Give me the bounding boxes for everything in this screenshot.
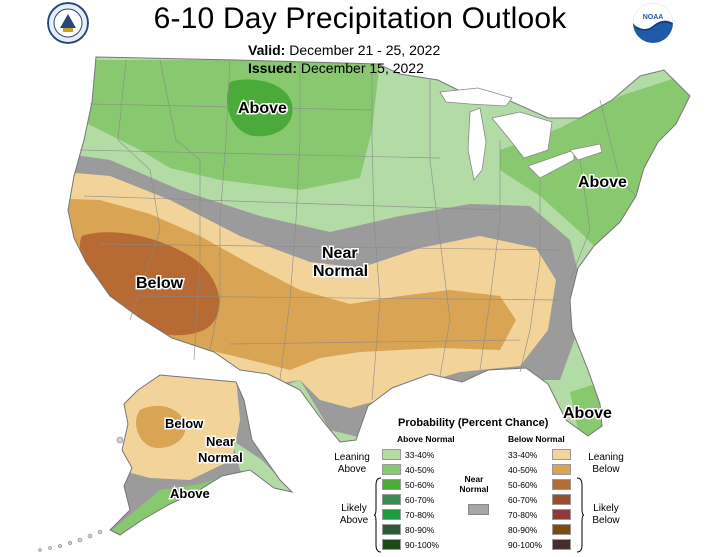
- legend-swatch: [382, 524, 401, 535]
- legend-label: 80-90%: [405, 524, 435, 535]
- legend-near-swatch: [468, 504, 489, 515]
- legend-label: 70-80%: [508, 509, 538, 520]
- legend-above-row: 70-80%: [382, 509, 434, 520]
- svg-text:NOAA: NOAA: [643, 14, 664, 21]
- legend-label: 33-40%: [508, 449, 538, 460]
- legend-near-label-1: Near: [464, 474, 484, 484]
- legend-below-header: Below Normal: [508, 434, 565, 444]
- legend-swatch: [552, 494, 571, 505]
- legend-title: Probability (Percent Chance): [398, 417, 549, 429]
- legend-above-row: 50-60%: [382, 479, 434, 490]
- leaning-above-line1: Leaning: [334, 452, 370, 463]
- legend-leaning-below: Leaning Below: [582, 452, 630, 476]
- label-near-normal-alaska-1: Near: [206, 434, 235, 449]
- legend-label: 60-70%: [508, 494, 538, 505]
- legend-near-normal: Near Normal: [450, 474, 498, 494]
- page-title: 6-10 Day Precipitation Outlook: [153, 2, 567, 35]
- legend-likely-above: Likely Above: [332, 503, 376, 527]
- legend-label: 33-40%: [405, 449, 435, 460]
- legend-likely-below: Likely Below: [582, 503, 630, 527]
- label-below-alaska: Below: [165, 416, 204, 431]
- leaning-above-line2: Above: [337, 464, 367, 475]
- likely-above-line1: Likely: [341, 503, 367, 514]
- region-labels: Above Above Above Near Normal Below Belo…: [135, 99, 629, 503]
- great-lakes: [439, 87, 603, 181]
- legend-swatch: [552, 479, 571, 490]
- label-near-normal-central-2: Normal: [313, 263, 368, 280]
- legend-swatch: [382, 539, 401, 550]
- legend-label: 40-50%: [405, 464, 435, 475]
- legend-above-row: 90-100%: [382, 539, 439, 550]
- legend-below-row: 80-90%: [508, 524, 571, 535]
- legend-near-label-2: Normal: [459, 484, 489, 494]
- commerce-seal-icon: [47, 2, 89, 44]
- legend-swatch: [552, 539, 571, 550]
- legend-below-row: 33-40%: [508, 449, 571, 460]
- state-boundaries: [79, 59, 637, 401]
- legend-swatch: [552, 524, 571, 535]
- label-above-north: Above: [238, 100, 287, 117]
- label-above-florida: Above: [563, 405, 612, 422]
- legend-above-row: 40-50%: [382, 464, 434, 475]
- legend-label: 50-60%: [405, 479, 435, 490]
- label-above-northeast: Above: [578, 174, 627, 191]
- legend-above-row: 60-70%: [382, 494, 434, 505]
- legend-swatch: [552, 509, 571, 520]
- legend-swatch: [382, 509, 401, 520]
- legend-below-row: 60-70%: [508, 494, 571, 505]
- legend-label: 80-90%: [508, 524, 538, 535]
- legend-below-row: 90-100%: [508, 539, 571, 550]
- legend-label: 60-70%: [405, 494, 435, 505]
- legend-label: 40-50%: [508, 464, 538, 475]
- legend-label: 90-100%: [508, 539, 543, 550]
- alaska-outline: [109, 374, 294, 536]
- brace-likely-above-icon: [374, 477, 382, 553]
- legend-label: 90-100%: [405, 539, 440, 550]
- label-near-normal-central-1: Near: [322, 245, 358, 262]
- legend-below-row: 70-80%: [508, 509, 571, 520]
- valid-dates: Valid: December 21 - 25, 2022: [248, 42, 440, 59]
- legend-swatch: [552, 449, 571, 460]
- conus-outline: [67, 56, 691, 443]
- legend-swatch: [382, 494, 401, 505]
- legend-label: 70-80%: [405, 509, 435, 520]
- aleutian-islands: [38, 436, 124, 552]
- legend-swatch: [382, 464, 401, 475]
- legend-above-row: 80-90%: [382, 524, 434, 535]
- issued-value: December 15, 2022: [300, 60, 424, 76]
- leaning-below-line1: Leaning: [588, 452, 624, 463]
- legend-swatch: [382, 479, 401, 490]
- likely-above-line2: Above: [339, 515, 369, 526]
- legend-swatch: [382, 449, 401, 460]
- legend-swatch: [552, 464, 571, 475]
- likely-below-line2: Below: [592, 515, 620, 526]
- legend-below-row: 50-60%: [508, 479, 571, 490]
- likely-below-line1: Likely: [593, 503, 619, 514]
- legend: Probability (Percent Chance) Above Norma…: [330, 415, 630, 557]
- leaning-below-line2: Below: [592, 464, 620, 475]
- legend-above-row: 33-40%: [382, 449, 434, 460]
- legend-below-row: 40-50%: [508, 464, 571, 475]
- label-above-alaska: Above: [170, 486, 210, 501]
- valid-value: December 21 - 25, 2022: [289, 42, 441, 58]
- label-near-normal-alaska-2: Normal: [198, 450, 243, 465]
- issued-label: Issued:: [248, 60, 298, 76]
- valid-label: Valid:: [248, 42, 286, 58]
- legend-above-header: Above Normal: [397, 434, 455, 444]
- legend-leaning-above: Leaning Above: [330, 452, 374, 476]
- noaa-logo-icon: NOAA: [633, 3, 673, 43]
- brace-likely-below-icon: [576, 477, 584, 553]
- label-below-west: Below: [136, 275, 184, 292]
- legend-label: 50-60%: [508, 479, 538, 490]
- issued-date: Issued: December 15, 2022: [248, 60, 424, 77]
